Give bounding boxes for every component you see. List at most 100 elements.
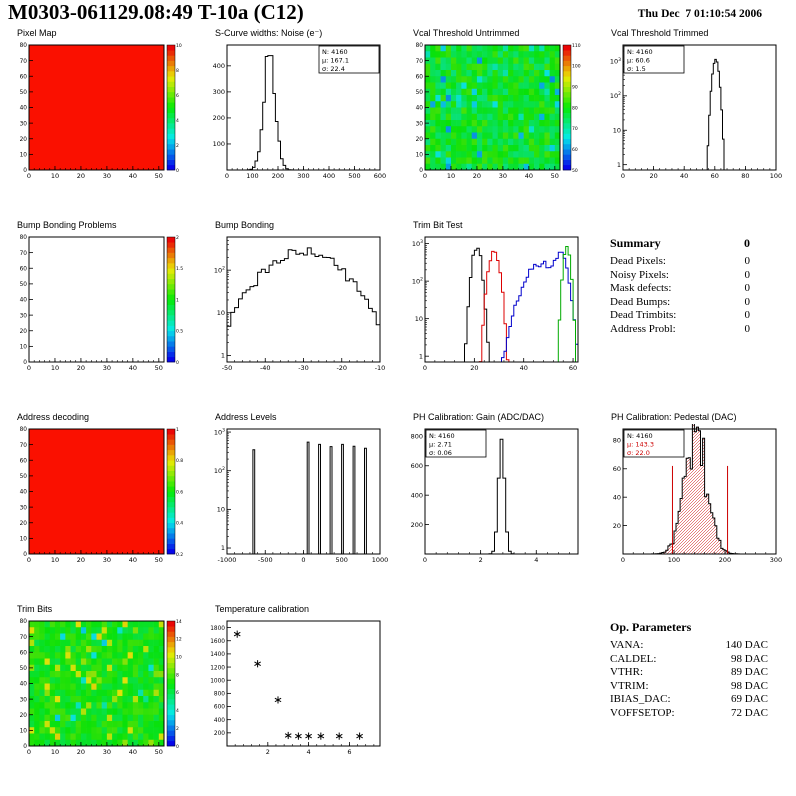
svg-text:30: 30 — [103, 556, 111, 564]
svg-text:20: 20 — [470, 364, 478, 372]
svg-text:90: 90 — [572, 84, 578, 90]
summary-row: Mask defects: 0 — [610, 282, 750, 294]
panel-bump-bonding-problems: Bump Bonding Problems 0 10 20 30 40 50 0 10 20 30… — [2, 220, 200, 412]
svg-text:0: 0 — [423, 172, 427, 180]
svg-text:100: 100 — [572, 64, 581, 70]
svg-text:50: 50 — [551, 172, 559, 180]
panel-vcal-trimmed: Vcal Threshold Trimmed 0 20 40 60 80 100 1 10 10… — [596, 28, 794, 220]
svg-text:80: 80 — [20, 235, 28, 241]
svg-text:50: 50 — [20, 282, 28, 288]
svg-text:10: 10 — [20, 345, 28, 351]
svg-text:6: 6 — [176, 93, 179, 99]
panel-trim-bit-test: Trim Bit Test 0 20 40 60 1 10 102 103 — [398, 220, 596, 412]
svg-text:400: 400 — [323, 172, 335, 180]
panel-bump-bonding: Bump Bonding -50 -40 -30 -20 -10 1 10 102 — [200, 220, 398, 412]
panel-ph-gain: PH Calibration: Gain (ADC/DAC) 0 2 4 200 400… — [398, 412, 596, 604]
svg-text:30: 30 — [20, 121, 28, 127]
svg-text:40: 40 — [416, 106, 424, 112]
svg-text:μ: 2.71: μ: 2.71 — [429, 441, 452, 449]
op-parameter-row: VTRIM: 98 DAC — [610, 679, 768, 692]
svg-text:400: 400 — [213, 62, 225, 70]
op-parameters-heading-row: Op. Parameters — [610, 620, 768, 635]
svg-text:-500: -500 — [258, 556, 273, 564]
svg-text:200: 200 — [213, 114, 225, 122]
svg-text:102: 102 — [214, 466, 225, 475]
svg-text:10: 10 — [416, 153, 424, 159]
svg-text:50: 50 — [155, 364, 163, 372]
svg-text:50: 50 — [416, 90, 424, 96]
svg-text:80: 80 — [20, 427, 28, 433]
svg-text:50: 50 — [155, 172, 163, 180]
op-parameters-heading: Op. Parameters — [610, 620, 692, 634]
svg-text:0.5: 0.5 — [176, 329, 183, 335]
svg-text:-40: -40 — [260, 364, 271, 372]
svg-text:0: 0 — [176, 744, 179, 750]
svg-text:70: 70 — [20, 443, 28, 449]
svg-text:80: 80 — [20, 619, 28, 625]
svg-text:0: 0 — [419, 168, 423, 174]
svg-text:60: 60 — [20, 74, 28, 80]
svg-text:60: 60 — [711, 172, 719, 180]
scurve-noise-plot: 0 100 200 300 400 500 600 100 200 300 400 N: 4160μ:… — [213, 44, 386, 180]
svg-text:14: 14 — [176, 619, 182, 625]
svg-text:103: 103 — [214, 427, 225, 436]
svg-text:40: 40 — [20, 298, 28, 304]
svg-text:70: 70 — [20, 635, 28, 641]
svg-text:800: 800 — [214, 692, 225, 698]
svg-text:20: 20 — [613, 522, 621, 530]
svg-text:N: 4160: N: 4160 — [429, 432, 455, 440]
pixel-map-plot: 0 10 20 30 40 50 0 10 20 30 40 50 60 70 80 0 2 4 6 8 10 — [20, 43, 182, 180]
svg-text:60: 60 — [20, 650, 28, 656]
svg-text:60: 60 — [20, 266, 28, 272]
svg-text:50: 50 — [155, 748, 163, 756]
svg-text:μ: 167.1: μ: 167.1 — [322, 57, 349, 65]
svg-text:1000: 1000 — [372, 556, 389, 564]
svg-text:0: 0 — [27, 556, 31, 564]
svg-text:70: 70 — [572, 126, 578, 132]
svg-text:40: 40 — [613, 493, 621, 501]
svg-text:70: 70 — [416, 59, 424, 65]
svg-text:0: 0 — [176, 168, 179, 174]
trim-bit-test-plot: 0 20 40 60 1 10 102 103 — [412, 236, 579, 372]
svg-text:0.6: 0.6 — [176, 489, 183, 495]
svg-text:20: 20 — [77, 172, 85, 180]
svg-text:40: 40 — [20, 490, 28, 496]
vcal-untrimmed-plot: 0 10 20 30 40 50 0 10 20 30 40 50 60 70 80 50 60 70 80 90 10… — [416, 43, 581, 180]
svg-text:12: 12 — [176, 637, 182, 643]
svg-text:-10: -10 — [375, 364, 386, 372]
summary-row: Dead Bumps: 0 — [610, 295, 750, 308]
svg-text:50: 50 — [155, 556, 163, 564]
panel-title: Address decoding — [17, 412, 90, 422]
op-parameters-rows: VANA: 140 DAC CALDEL: 98 DAC VTHR: 89 DAC VTRI… — [610, 639, 768, 720]
svg-text:10: 10 — [176, 655, 182, 661]
svg-text:20: 20 — [649, 172, 657, 180]
panel-title: Vcal Threshold Untrimmed — [413, 28, 520, 38]
svg-text:200: 200 — [272, 172, 284, 180]
svg-text:6: 6 — [347, 748, 351, 756]
svg-text:20: 20 — [77, 364, 85, 372]
bump-bonding-plot: -50 -40 -30 -20 -10 1 10 102 — [214, 236, 386, 372]
svg-text:500: 500 — [348, 172, 360, 180]
svg-text:100: 100 — [668, 556, 680, 564]
address-decoding-plot: 0 10 20 30 40 50 0 10 20 30 40 50 60 70 80 0.2 0.4 0.6 0.8… — [20, 427, 184, 564]
op-parameter-row: CALDEL: 98 DAC — [610, 652, 768, 665]
svg-text:0: 0 — [301, 556, 305, 564]
svg-text:50: 50 — [20, 474, 28, 480]
svg-text:40: 40 — [680, 172, 688, 180]
svg-text:100: 100 — [213, 140, 225, 148]
svg-text:600: 600 — [214, 705, 225, 711]
panel-title: Trim Bits — [17, 604, 53, 614]
svg-text:103: 103 — [610, 57, 621, 66]
svg-text:600: 600 — [411, 462, 423, 470]
svg-text:60: 60 — [20, 458, 28, 464]
svg-text:80: 80 — [20, 43, 28, 49]
svg-text:800: 800 — [411, 433, 423, 441]
svg-text:0: 0 — [23, 744, 27, 750]
svg-text:70: 70 — [20, 251, 28, 257]
panel-summary: Summary 0 Dead Pixels: 0 Noisy Pixels: 0 Mas… — [596, 220, 794, 412]
svg-text:0: 0 — [423, 556, 427, 564]
svg-text:102: 102 — [412, 277, 423, 286]
svg-text:40: 40 — [20, 682, 28, 688]
svg-text:4: 4 — [176, 118, 179, 124]
